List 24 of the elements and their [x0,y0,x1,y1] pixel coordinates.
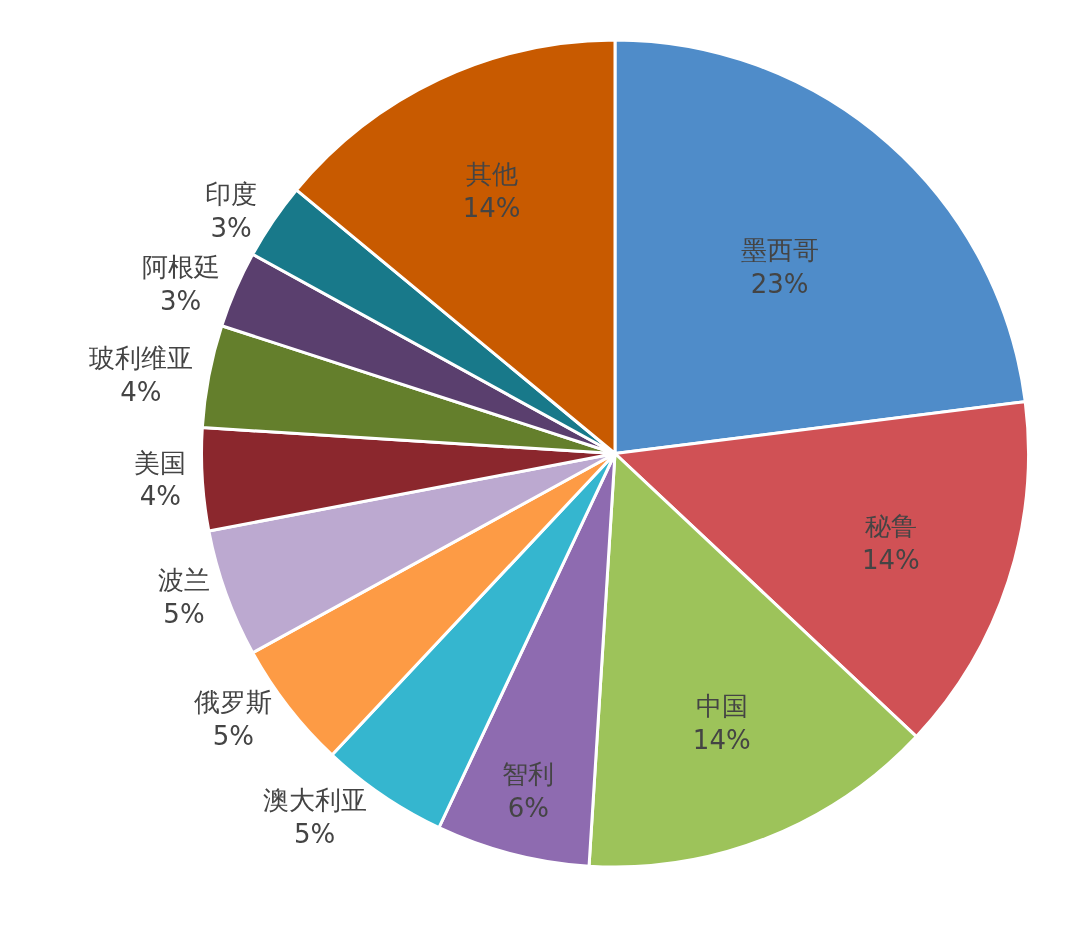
data-label: 4% [139,481,181,512]
slice-label: 阿根廷 [141,252,220,283]
slice-label: 中国 [695,691,748,722]
slice-label: 澳大利亚 [262,785,367,816]
data-label: 5% [163,599,205,630]
slice-label: 秘鲁 [864,511,917,542]
slice-label: 俄罗斯 [194,687,273,718]
data-label: 23% [750,268,809,299]
slice-label: 波兰 [158,565,210,596]
data-label: 6% [507,792,550,823]
slice-label: 印度 [205,179,258,210]
data-label: 3% [159,286,202,317]
slice-label: 智利 [502,758,555,789]
slice-label: 其他 [465,159,518,190]
slice-label: 墨西哥 [740,234,819,265]
data-label: 5% [294,819,336,850]
data-label: 14% [692,725,751,756]
data-label: 3% [210,212,252,243]
slice-label: 玻利维亚 [88,343,193,373]
data-label: 14% [861,545,920,576]
data-label: 5% [212,720,254,751]
slice-label: 美国 [134,447,187,478]
data-label: 4% [120,376,162,407]
data-label: 14% [462,192,521,223]
